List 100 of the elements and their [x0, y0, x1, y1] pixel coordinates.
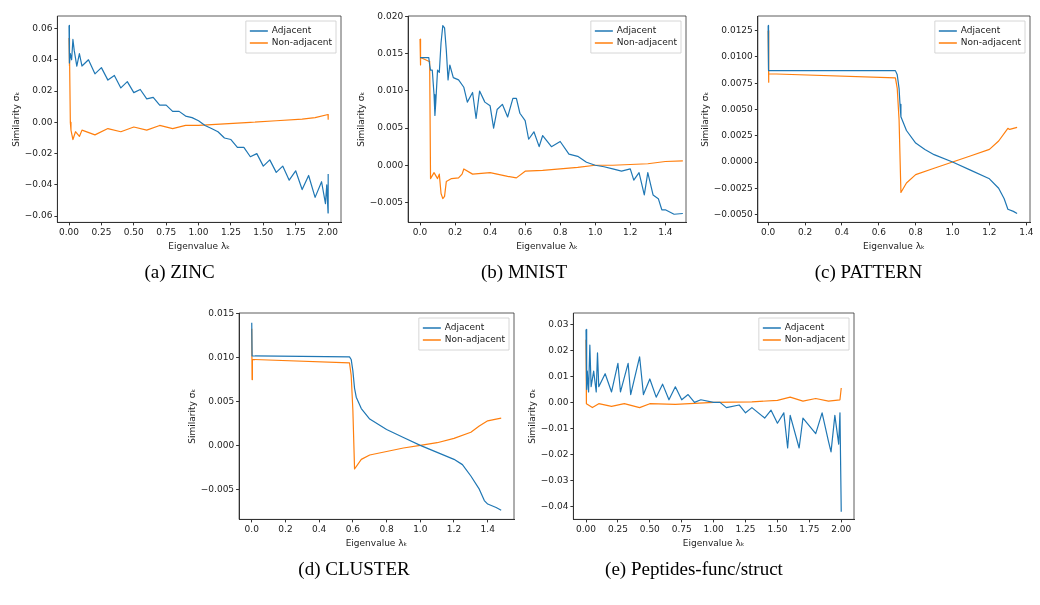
y-tick-label: −0.02	[540, 448, 569, 459]
y-tick-label: 0.00	[548, 396, 569, 407]
x-tick-label: 0.6	[517, 227, 533, 238]
text: (b) MNIST	[480, 261, 568, 284]
x-tick-label: 0.50	[123, 227, 145, 238]
legend-label: Adjacent	[960, 25, 1001, 36]
y-tick-label: −0.005	[369, 196, 403, 207]
x-tick-label: 1.75	[799, 524, 820, 535]
y-tick-label: 0.04	[32, 54, 53, 65]
x-axis-title: Eigenvalue λₖ	[168, 240, 231, 251]
y-tick-label: 0.010	[376, 85, 403, 96]
x-tick-label: 1.50	[767, 524, 788, 535]
y-tick-label: −0.0025	[713, 182, 753, 193]
x-tick-label: 0.00	[575, 524, 597, 535]
x-tick-label: 0.2	[797, 227, 813, 238]
x-tick-label: 0.4	[482, 227, 498, 238]
x-tick-label: 1.0	[945, 227, 960, 238]
x-tick-label: 0.0	[244, 524, 260, 535]
x-tick-label: 0.50	[639, 524, 661, 535]
y-axis-title: Similarity σₖ	[186, 388, 197, 444]
x-tick-label: 0.0	[412, 227, 427, 238]
text: (d) CLUSTER	[298, 558, 410, 581]
x-tick-label: 1.25	[220, 227, 241, 238]
y-tick-label: −0.03	[540, 474, 569, 485]
y-tick-label: −0.0050	[713, 208, 754, 219]
y-axis-title: Similarity σₖ	[355, 91, 366, 147]
y-tick-label: −0.01	[540, 422, 569, 433]
x-tick-label: 0.2	[447, 227, 462, 238]
x-tick-label: 0.6	[345, 524, 361, 535]
y-tick-label: 0.00	[32, 116, 53, 127]
y-tick-label: 0.005	[208, 395, 235, 406]
x-tick-label: 1.2	[622, 227, 637, 238]
x-tick-label: 1.00	[188, 227, 209, 238]
y-tick-label: −0.005	[200, 483, 235, 494]
x-tick-label: 2.00	[318, 227, 339, 238]
x-tick-label: 0.2	[278, 524, 293, 535]
text: (e) Peptides-func/struct	[605, 558, 783, 581]
y-axis-title: Similarity σₖ	[10, 91, 21, 147]
x-tick-label: 0.25	[607, 524, 628, 535]
x-tick-label: 0.75	[671, 524, 692, 535]
x-tick-label: 0.00	[59, 227, 80, 238]
x-tick-label: 1.4	[657, 227, 673, 238]
y-tick-label: 0.010	[208, 352, 235, 363]
x-tick-label: 1.4	[480, 524, 496, 535]
y-tick-label: −0.02	[24, 147, 53, 158]
text: (a) ZINC	[144, 261, 215, 284]
legend-label: Adjacent	[616, 25, 657, 36]
y-tick-label: −0.04	[540, 500, 569, 511]
x-tick-label: 0.8	[908, 227, 924, 238]
x-axis-title: Eigenvalue λₖ	[863, 240, 925, 251]
x-tick-label: 1.75	[285, 227, 306, 238]
x-tick-label: 1.50	[253, 227, 274, 238]
x-tick-label: 1.2	[446, 524, 462, 535]
y-tick-label: 0.015	[376, 48, 403, 59]
y-axis-title: Similarity σₖ	[526, 388, 537, 444]
y-tick-label: 0.02	[548, 344, 569, 355]
x-tick-label: 0.75	[156, 227, 177, 238]
y-tick-label: 0.02	[32, 85, 53, 96]
y-tick-label: 0.03	[548, 318, 569, 329]
y-tick-label: 0.01	[548, 370, 569, 381]
legend-label: Adjacent	[444, 322, 485, 333]
x-tick-label: 0.8	[552, 227, 568, 238]
legend-label: Adjacent	[784, 322, 825, 333]
x-tick-label: 0.0	[760, 227, 776, 238]
legend-label: Non-adjacent	[444, 334, 506, 345]
y-tick-label: 0.0075	[721, 77, 753, 88]
y-tick-label: 0.0025	[721, 130, 753, 141]
x-axis-title: Eigenvalue λₖ	[345, 537, 408, 548]
y-tick-label: 0.06	[32, 22, 53, 33]
y-tick-label: 0.020	[376, 11, 403, 22]
legend-label: Adjacent	[271, 25, 312, 36]
y-tick-label: 0.0050	[721, 103, 754, 114]
x-axis-title: Eigenvalue λₖ	[515, 240, 578, 251]
legend-label: Non-adjacent	[271, 37, 333, 48]
legend-label: Non-adjacent	[784, 334, 846, 345]
x-tick-label: 0.4	[834, 227, 850, 238]
x-tick-label: 1.4	[1019, 227, 1034, 238]
y-axis-title: Similarity σₖ	[699, 91, 710, 147]
x-tick-label: 1.0	[587, 227, 603, 238]
y-tick-label: 0.000	[208, 439, 235, 450]
y-tick-label: 0.0125	[721, 25, 753, 36]
x-tick-label: 1.0	[413, 524, 428, 535]
x-tick-label: 0.8	[379, 524, 394, 535]
x-tick-label: 0.4	[312, 524, 327, 535]
y-tick-label: 0.000	[376, 159, 403, 170]
y-tick-label: 0.0100	[721, 51, 754, 62]
x-tick-label: 0.25	[91, 227, 112, 238]
x-tick-label: 1.2	[982, 227, 997, 238]
x-tick-label: 0.6	[871, 227, 887, 238]
y-tick-label: −0.06	[24, 210, 53, 221]
y-tick-label: 0.005	[376, 122, 403, 133]
legend-label: Non-adjacent	[960, 37, 1022, 48]
x-tick-label: 2.00	[831, 524, 852, 535]
y-tick-label: 0.015	[208, 308, 235, 319]
x-tick-label: 1.25	[735, 524, 756, 535]
legend-label: Non-adjacent	[616, 37, 677, 48]
y-tick-label: −0.04	[24, 179, 53, 190]
x-axis-title: Eigenvalue λₖ	[682, 537, 745, 548]
text: (c) PATTERN	[814, 261, 923, 284]
x-tick-label: 1.00	[703, 524, 724, 535]
